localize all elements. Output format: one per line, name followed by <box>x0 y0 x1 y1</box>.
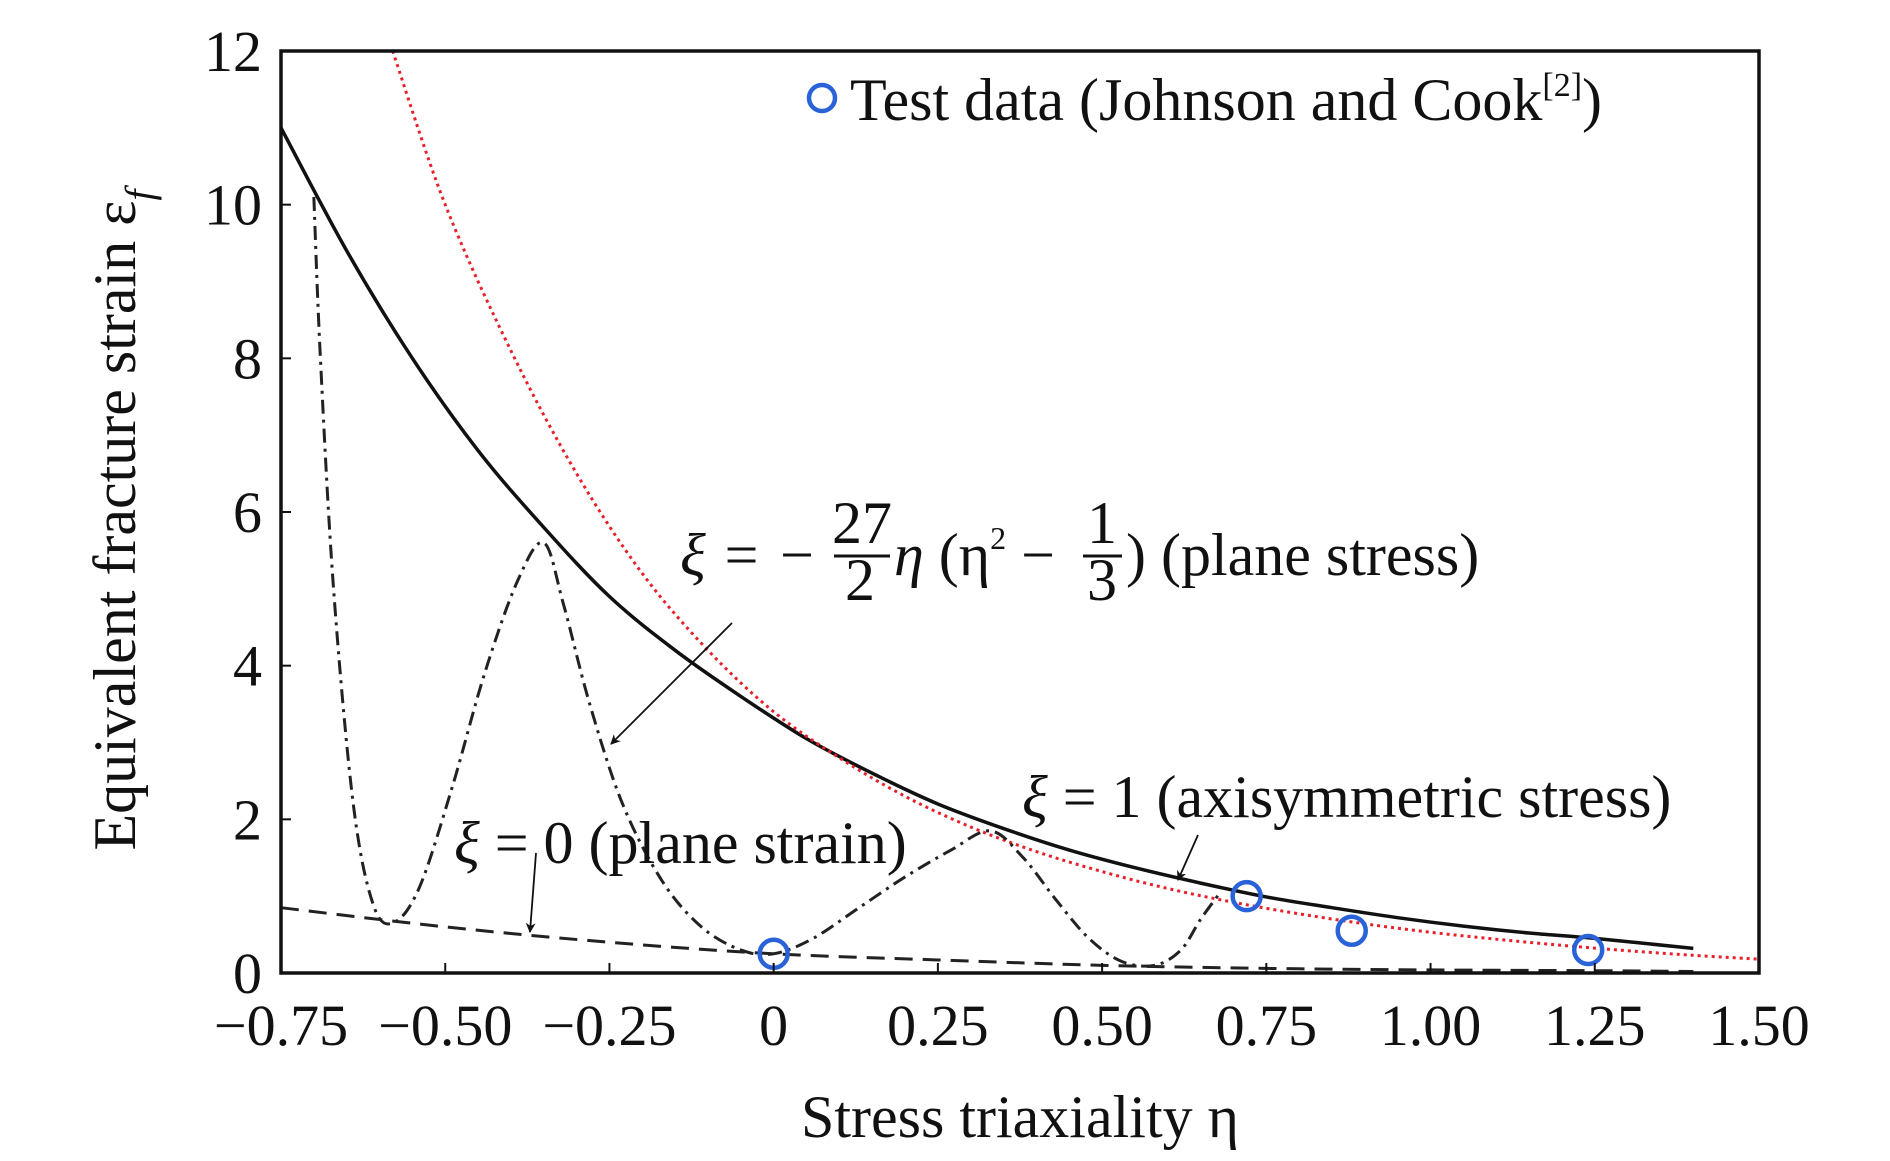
y-tick-label: 2 <box>233 787 262 852</box>
y-tick-label: 12 <box>204 19 262 84</box>
x-tick-label: 0.25 <box>887 993 989 1058</box>
series-line-dashdot <box>312 196 1222 968</box>
legend-marker-icon <box>806 82 838 114</box>
x-tick-label: 1.00 <box>1380 993 1482 1058</box>
svg-text:1: 1 <box>1087 490 1117 556</box>
y-tick-label: 6 <box>233 480 262 545</box>
series-line-solid <box>279 127 1694 951</box>
y-axis-label: Equivalent fracture strain εf <box>82 185 162 851</box>
annotation-plane-strain: ξ = 0 (plane strain) <box>454 810 907 876</box>
x-tick-label: −0.50 <box>378 993 512 1058</box>
series-line-dashed <box>280 906 1694 973</box>
svg-text:27: 27 <box>832 490 892 556</box>
svg-text:) (plane stress): ) (plane stress) <box>1126 522 1479 588</box>
test-data-point <box>1335 914 1368 947</box>
test-data-point <box>1571 933 1605 967</box>
test-data-points <box>757 879 1605 971</box>
series-layer <box>279 50 1760 973</box>
arrow-axisymmetric-icon <box>1177 834 1199 881</box>
x-tick-label: −0.75 <box>214 993 348 1058</box>
series-line-dotted <box>391 50 1760 961</box>
y-tick-label: 8 <box>233 326 262 391</box>
svg-text:2: 2 <box>845 547 875 613</box>
test-data-point <box>1230 879 1263 913</box>
svg-text:ξ = −: ξ = − <box>680 522 817 588</box>
y-axis-ticks: 0 2 4 6 8 10 12 <box>204 19 291 1006</box>
arrow-plane-stress-icon <box>610 622 733 745</box>
arrow-plane-strain-icon <box>525 852 537 933</box>
x-tick-label: −0.25 <box>542 993 676 1058</box>
legend-entry: Test data (Johnson and Cook[2]) <box>850 67 1602 133</box>
x-axis-label: Stress triaxiality η <box>801 1084 1239 1150</box>
annotation-plane-stress: ξ = − 27 2 η (η2 − 1 3 ) (plane stress) <box>680 490 1479 613</box>
x-axis-ticks: −0.75 −0.50 −0.25 0 0.25 0.50 0.75 1.00 1.25 1.50 <box>214 963 1810 1058</box>
x-tick-label: 0.75 <box>1216 993 1318 1058</box>
annotation-axisymmetric: ξ = 1 (axisymmetric stress) <box>1022 764 1671 830</box>
y-tick-label: 10 <box>204 173 262 238</box>
x-tick-label: 1.25 <box>1544 993 1646 1058</box>
x-tick-label: 0.50 <box>1051 993 1153 1058</box>
y-tick-label: 0 <box>233 941 262 1006</box>
x-tick-label: 0 <box>759 993 788 1058</box>
svg-text:3: 3 <box>1087 547 1117 613</box>
y-tick-label: 4 <box>233 634 262 699</box>
svg-text:η (η2 −: η (η2 − <box>894 520 1055 588</box>
x-tick-label: 1.50 <box>1708 993 1810 1058</box>
